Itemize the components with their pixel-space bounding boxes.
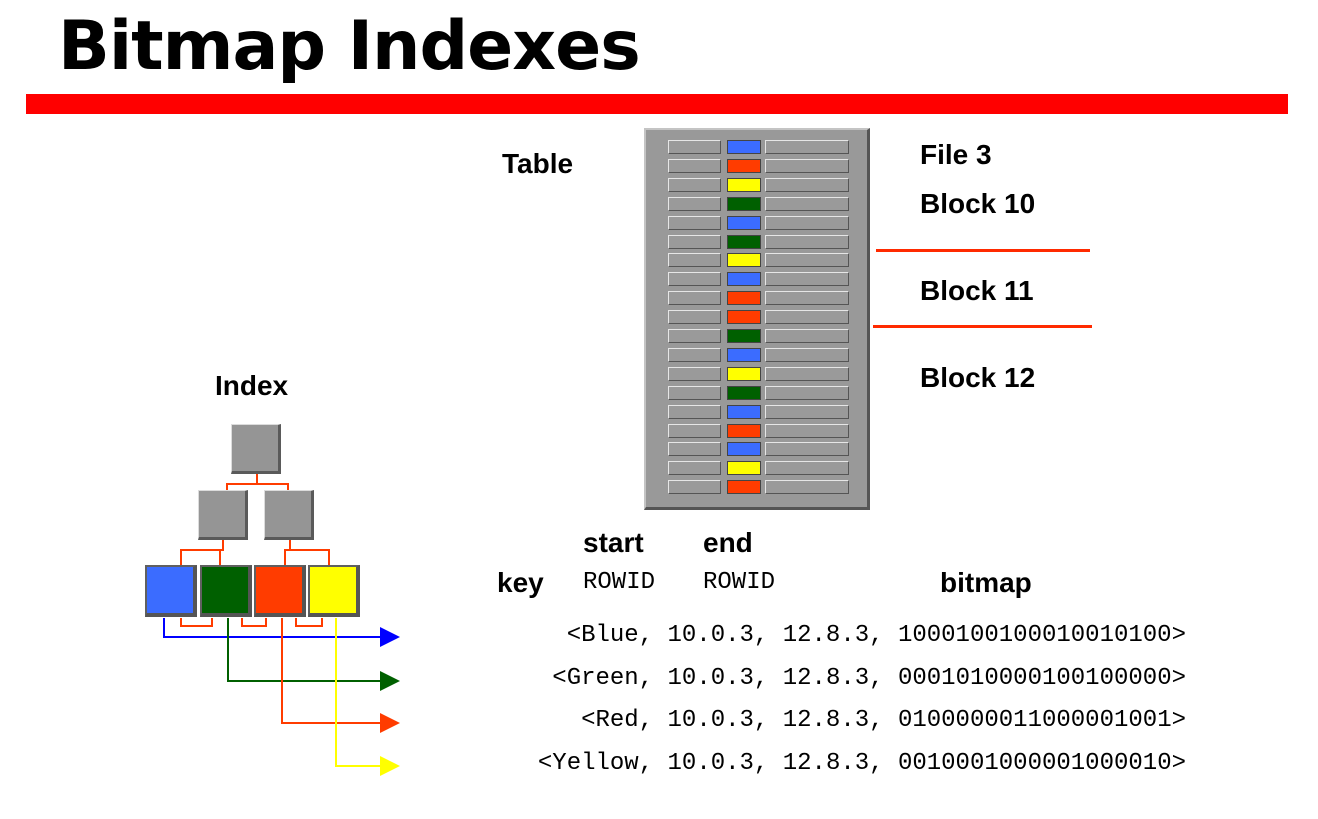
- index-key-red: [254, 565, 306, 617]
- bitmap-entry-green: <Green, 10.0.3, 12.8.3, 0001010000100100…: [552, 665, 1186, 692]
- index-key-green: [200, 565, 252, 617]
- row-color-cell-green: [727, 234, 761, 249]
- row-cell: [765, 461, 849, 476]
- header-end-rowid: ROWID: [703, 569, 776, 596]
- header-bitmap: bitmap: [940, 567, 1032, 598]
- block-separator: [876, 249, 1090, 252]
- row-cell: [668, 177, 721, 192]
- row-cell: [765, 366, 849, 381]
- index-label: Index: [215, 370, 289, 401]
- row-color-cell-red: [727, 158, 761, 173]
- row-color-cell-yellow: [727, 461, 761, 476]
- row-cell: [765, 234, 849, 249]
- row-cell: [668, 215, 721, 230]
- row-color-cell-yellow: [727, 253, 761, 268]
- red-key-arrow: [281, 618, 400, 733]
- row-color-cell-blue: [727, 140, 761, 154]
- row-cell: [765, 215, 849, 230]
- table-label: Table: [502, 148, 574, 179]
- row-color-cell-blue: [727, 215, 761, 230]
- header-start-rowid: ROWID: [583, 569, 656, 596]
- row-cell: [668, 442, 721, 457]
- row-color-cell-yellow: [727, 366, 761, 381]
- index-branch-node: [198, 490, 248, 540]
- index-branch-node: [264, 490, 314, 540]
- row-cell: [765, 158, 849, 173]
- row-color-cell-yellow: [727, 177, 761, 192]
- row-color-cell-red: [727, 480, 761, 495]
- blue-key-arrow: [163, 618, 400, 647]
- yellow-key-arrow: [335, 618, 400, 776]
- index-key-yellow: [308, 565, 360, 617]
- index-root-node: [231, 424, 281, 474]
- block-10-label: Block 10: [920, 188, 1036, 219]
- row-color-cell-blue: [727, 442, 761, 457]
- row-cell: [765, 253, 849, 268]
- title-underline: [26, 94, 1288, 114]
- row-cell: [765, 480, 849, 495]
- row-cell: [765, 385, 849, 400]
- bitmap-entry-red: <Red, 10.0.3, 12.8.3, 010000001100000100…: [581, 707, 1186, 734]
- row-cell: [765, 310, 849, 325]
- row-cell: [668, 310, 721, 325]
- row-color-cell-blue: [727, 272, 761, 287]
- row-cell: [668, 366, 721, 381]
- header-end: end: [703, 527, 753, 558]
- bitmap-entry-blue: <Blue, 10.0.3, 12.8.3, 10001001000100101…: [566, 622, 1186, 649]
- block-11-label: Block 11: [920, 275, 1034, 306]
- row-color-cell-green: [727, 329, 761, 343]
- row-cell: [668, 196, 721, 211]
- row-cell: [668, 140, 721, 154]
- row-color-cell-green: [727, 196, 761, 211]
- row-cell: [668, 480, 721, 495]
- page-title: Bitmap Indexes: [58, 7, 641, 86]
- row-cell: [668, 423, 721, 438]
- row-cell: [668, 253, 721, 268]
- row-color-cell-green: [727, 385, 761, 400]
- row-cell: [668, 404, 721, 419]
- row-cell: [765, 347, 849, 362]
- green-key-arrow: [227, 618, 400, 691]
- header-key: key: [497, 567, 544, 598]
- row-cell: [668, 347, 721, 362]
- row-cell: [668, 291, 721, 306]
- row-cell: [668, 272, 721, 287]
- block-12-label: Block 12: [920, 362, 1036, 393]
- block-separator: [873, 325, 1092, 328]
- row-cell: [765, 272, 849, 287]
- row-cell: [765, 442, 849, 457]
- table-graphic: [644, 128, 870, 510]
- row-color-cell-red: [727, 423, 761, 438]
- row-cell: [668, 329, 721, 343]
- row-cell: [668, 158, 721, 173]
- row-cell: [765, 177, 849, 192]
- row-cell: [765, 291, 849, 306]
- row-cell: [765, 404, 849, 419]
- row-color-cell-blue: [727, 347, 761, 362]
- row-color-cell-blue: [727, 404, 761, 419]
- row-cell: [765, 423, 849, 438]
- row-cell: [668, 234, 721, 249]
- index-key-blue: [145, 565, 197, 617]
- bitmap-entry-yellow: <Yellow, 10.0.3, 12.8.3, 001000100000100…: [537, 750, 1186, 777]
- row-cell: [765, 329, 849, 343]
- row-cell: [668, 461, 721, 476]
- row-cell: [668, 385, 721, 400]
- row-cell: [765, 140, 849, 154]
- row-cell: [765, 196, 849, 211]
- file-label: File 3: [920, 139, 992, 170]
- row-color-cell-red: [727, 291, 761, 306]
- row-color-cell-red: [727, 310, 761, 325]
- header-start: start: [583, 527, 644, 558]
